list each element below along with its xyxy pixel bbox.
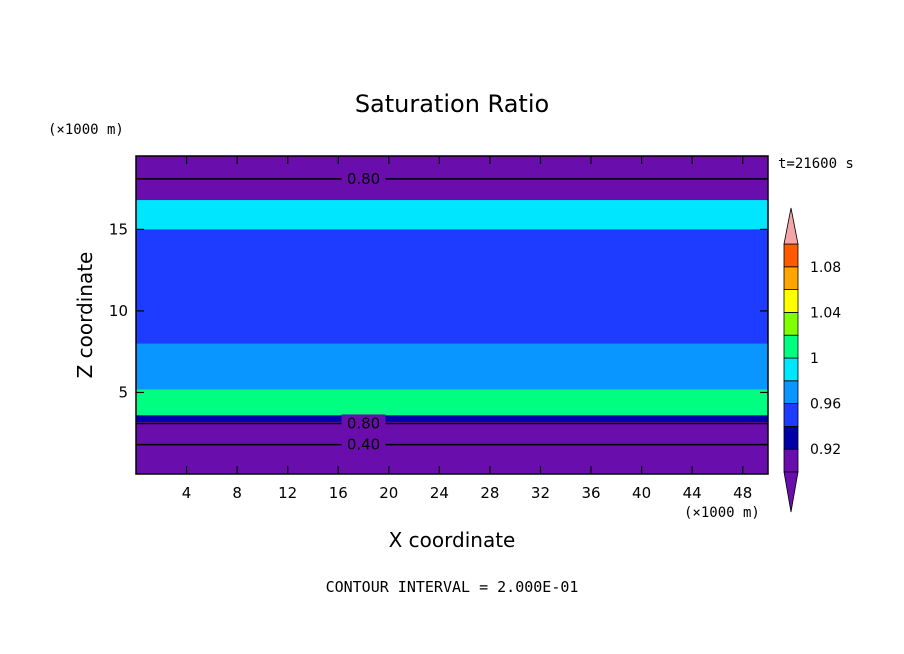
contour-interval-note: CONTOUR INTERVAL = 2.000E-01 [326, 578, 579, 596]
contour-label-bg-2 [341, 435, 386, 454]
x-tick-label-5: 24 [430, 484, 449, 502]
x-tick-label-2: 12 [278, 484, 297, 502]
x-tick-label-9: 40 [632, 484, 651, 502]
colorbar: 0.92 0.96 1 1.04 1.08 [783, 207, 841, 513]
colorbar-band-5 [783, 334, 799, 359]
data-layer-1 [136, 415, 768, 422]
colorbar-band-8 [783, 266, 799, 290]
colorbar-band-2 [783, 403, 799, 427]
x-tick-label-3: 16 [329, 484, 348, 502]
colorbar-band-1 [783, 425, 799, 450]
colorbar-under-arrow [783, 471, 799, 513]
x-tick-label-11: 48 [733, 484, 752, 502]
x-tick-label-1: 8 [232, 484, 242, 502]
contour-label-bg-1 [341, 414, 386, 433]
x-tick-label-6: 28 [480, 484, 499, 502]
colorbar-label-3: 1.04 [810, 305, 841, 321]
data-layer-4 [136, 229, 768, 344]
colorbar-band-0 [783, 448, 799, 473]
x-tick-label-7: 32 [531, 484, 550, 502]
y-unit-label: (×1000 m) [48, 122, 124, 138]
y-tick-label-2: 15 [109, 220, 128, 238]
y-axis-label: Z coordinate [73, 252, 97, 379]
colorbar-band-9 [783, 243, 799, 268]
plot-frame [135, 155, 769, 475]
data-layer-3 [136, 343, 768, 390]
colorbar-band-3 [783, 380, 799, 404]
time-label: t=21600 s [778, 156, 854, 172]
x-tick-label-10: 44 [683, 484, 702, 502]
data-layer-5 [136, 200, 768, 230]
contour-label-1: 0.80 [347, 414, 380, 432]
colorbar-label-0: 0.92 [810, 442, 841, 458]
data-layer-2 [136, 389, 768, 416]
colorbar-band-6 [783, 311, 799, 336]
colorbar-label-4: 1.08 [810, 260, 841, 276]
x-unit-label: (×1000 m) [684, 505, 760, 521]
plot-area: 0.80 0.80 0.40 [135, 155, 769, 475]
y-tick-label-0: 5 [118, 383, 128, 401]
colorbar-label-2: 1 [810, 351, 819, 367]
chart-title: Saturation Ratio [355, 90, 549, 118]
data-layer-6 [136, 156, 768, 201]
contour-label-2: 0.40 [347, 436, 380, 454]
y-axis-ticks: 5 10 15 [109, 220, 768, 401]
colorbar-band-7 [783, 289, 799, 313]
data-layer-0 [136, 421, 768, 474]
x-axis-label: X coordinate [389, 528, 516, 552]
x-tick-label-0: 4 [182, 484, 192, 502]
contour-label-bg-0 [341, 169, 386, 188]
contour-label-0: 0.80 [347, 170, 380, 188]
colorbar-band-4 [783, 357, 799, 382]
x-tick-label-4: 20 [379, 484, 398, 502]
y-tick-label-1: 10 [109, 302, 128, 320]
colorbar-label-1: 0.96 [810, 397, 841, 413]
x-tick-label-8: 36 [581, 484, 600, 502]
colorbar-over-arrow [783, 207, 799, 245]
x-axis-ticks: 4 8 12 16 20 24 28 32 36 40 44 48 [182, 156, 752, 502]
